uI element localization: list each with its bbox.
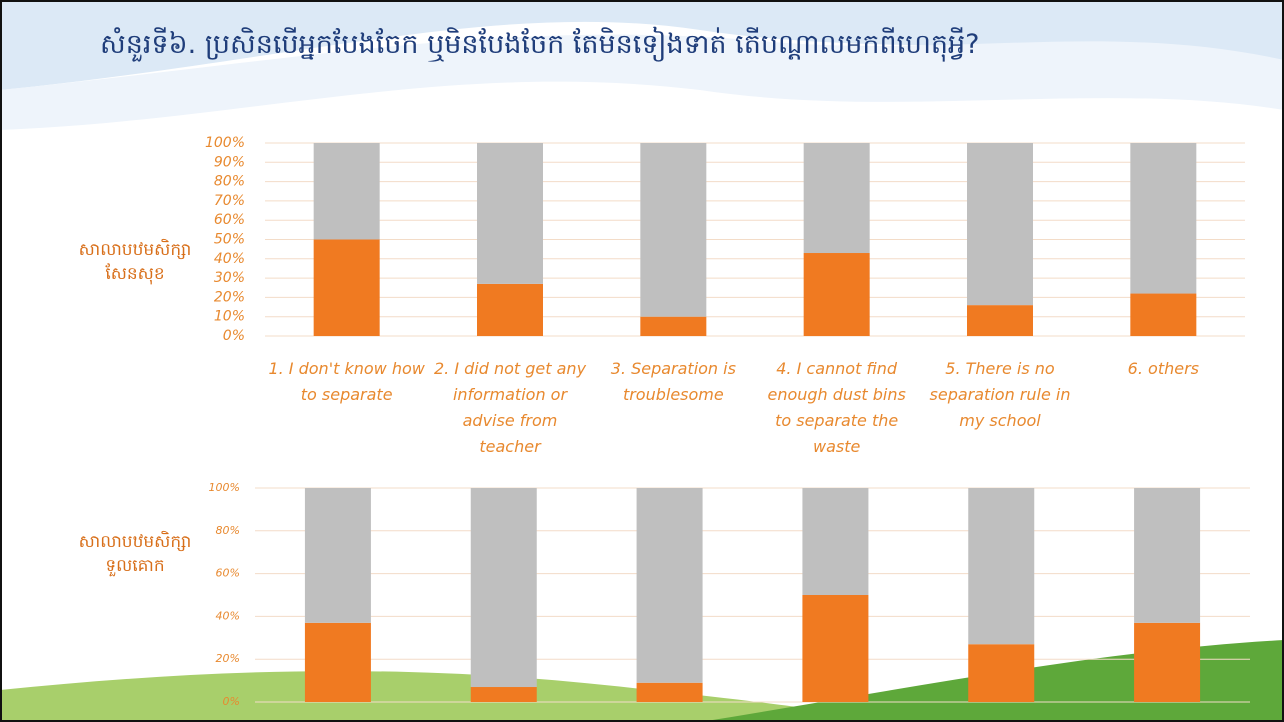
x-tick-label: 2. I did not get any information or advi… [433,359,587,456]
y-tick-label: 20% [216,652,240,665]
bar-segment [1134,488,1201,623]
slide-title: សំនួរទី៦. ប្រសិនបើអ្នកបែងចែក ឬមិនបែងចែក … [100,29,980,60]
bar-segment [313,143,380,240]
y-axis-label: សាលាបឋមសិក្សា ទួលគោក [78,532,192,576]
bar-segment [640,143,707,317]
y-tick-label: 0% [223,328,245,344]
x-tick-label: 1. I don't know how to separate [268,359,425,404]
bar-segment [636,488,703,683]
y-tick-label: 60% [214,212,245,228]
y-tick-label: 100% [209,481,240,494]
bar-segment [470,488,537,688]
bar-segment [968,488,1035,645]
y-tick-label: 50% [214,232,245,248]
y-tick-label: 40% [214,251,245,267]
bar-segment [304,488,371,623]
bar-segment [304,622,371,702]
bar-segment [967,305,1033,336]
y-tick-label: 20% [214,289,245,305]
bar-segment [477,283,543,336]
bar-segment [1134,622,1201,702]
y-tick-label: 0% [223,695,240,708]
y-tick-label: 80% [214,174,245,190]
bar-segment [1130,293,1197,336]
y-tick-label: 80% [216,524,240,537]
x-tick-label: 5. There is no separation rule in my sch… [929,359,1071,430]
bar-segment [1130,143,1197,294]
y-tick-label: 90% [214,154,245,170]
bar-segment [636,682,703,702]
y-axis-label: សាលាបឋមសិក្សា សែនសុខ [78,240,192,284]
bar-segment [967,143,1033,306]
bar-segment [968,644,1035,702]
y-tick-label: 10% [214,309,245,325]
bar-segment [802,595,869,702]
background-hill [0,671,900,722]
bar-segment [640,316,707,336]
bar-segment [803,143,870,254]
bar-segment [802,488,869,595]
background-wave [0,34,1284,130]
y-tick-label: 60% [216,567,240,580]
x-tick-label: 6. others [1127,359,1199,378]
y-tick-label: 100% [205,135,245,151]
y-tick-label: 70% [214,193,245,209]
bar-segment [477,143,543,284]
bar-segment [470,687,537,702]
y-tick-label: 40% [216,609,240,622]
x-tick-label: 3. Separation is troublesome [610,359,736,404]
background-wave [0,0,1284,90]
x-tick-label: 4. I cannot find enough dust bins to sep… [767,359,906,456]
y-tick-label: 30% [214,270,245,286]
bar-segment [803,253,870,336]
bar-segment [313,239,380,336]
